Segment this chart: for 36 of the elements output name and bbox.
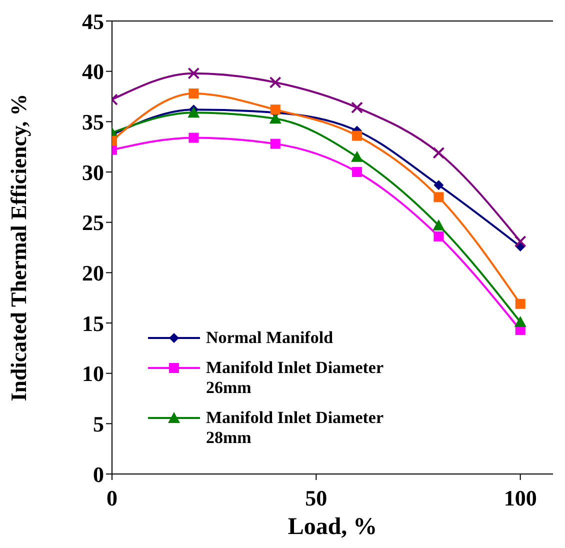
point xyxy=(352,130,362,141)
point xyxy=(188,88,199,98)
y-tick-label: 5 xyxy=(93,411,104,436)
y-axis-title: Indicated Thermal Efficiency, % xyxy=(6,94,31,402)
point xyxy=(432,219,445,230)
x-tick-label: 50 xyxy=(305,486,328,511)
legend-label: Manifold Inlet Diameter 28mm xyxy=(206,408,384,448)
y-tick-label: 20 xyxy=(82,260,104,286)
point xyxy=(270,138,280,149)
y-tick-label: 45 xyxy=(82,8,104,34)
point xyxy=(351,102,363,114)
point xyxy=(434,192,444,202)
point xyxy=(434,231,444,242)
y-tick-label: 15 xyxy=(82,310,104,336)
point xyxy=(434,180,444,190)
point xyxy=(351,150,363,162)
x-tick-label: 100 xyxy=(504,486,537,511)
y-tick-label: 40 xyxy=(82,59,104,84)
y-tick-label: 0 xyxy=(93,462,104,487)
y-tick-label: 30 xyxy=(82,160,104,185)
point xyxy=(188,106,200,118)
y-tick-label: 25 xyxy=(82,210,104,236)
point xyxy=(188,132,199,143)
point xyxy=(352,167,362,177)
point xyxy=(514,316,526,327)
point xyxy=(515,298,526,309)
point xyxy=(270,104,280,115)
legend-label: Normal Manifold xyxy=(206,328,334,348)
y-tick-label: 35 xyxy=(82,109,104,134)
point xyxy=(514,235,526,248)
point xyxy=(432,146,445,159)
point xyxy=(269,76,282,88)
point xyxy=(188,67,200,80)
x-axis-title: Load, % xyxy=(288,514,378,540)
y-tick-label: 10 xyxy=(82,361,104,386)
legend-label: Manifold Inlet Diameter 26mm xyxy=(206,358,384,398)
